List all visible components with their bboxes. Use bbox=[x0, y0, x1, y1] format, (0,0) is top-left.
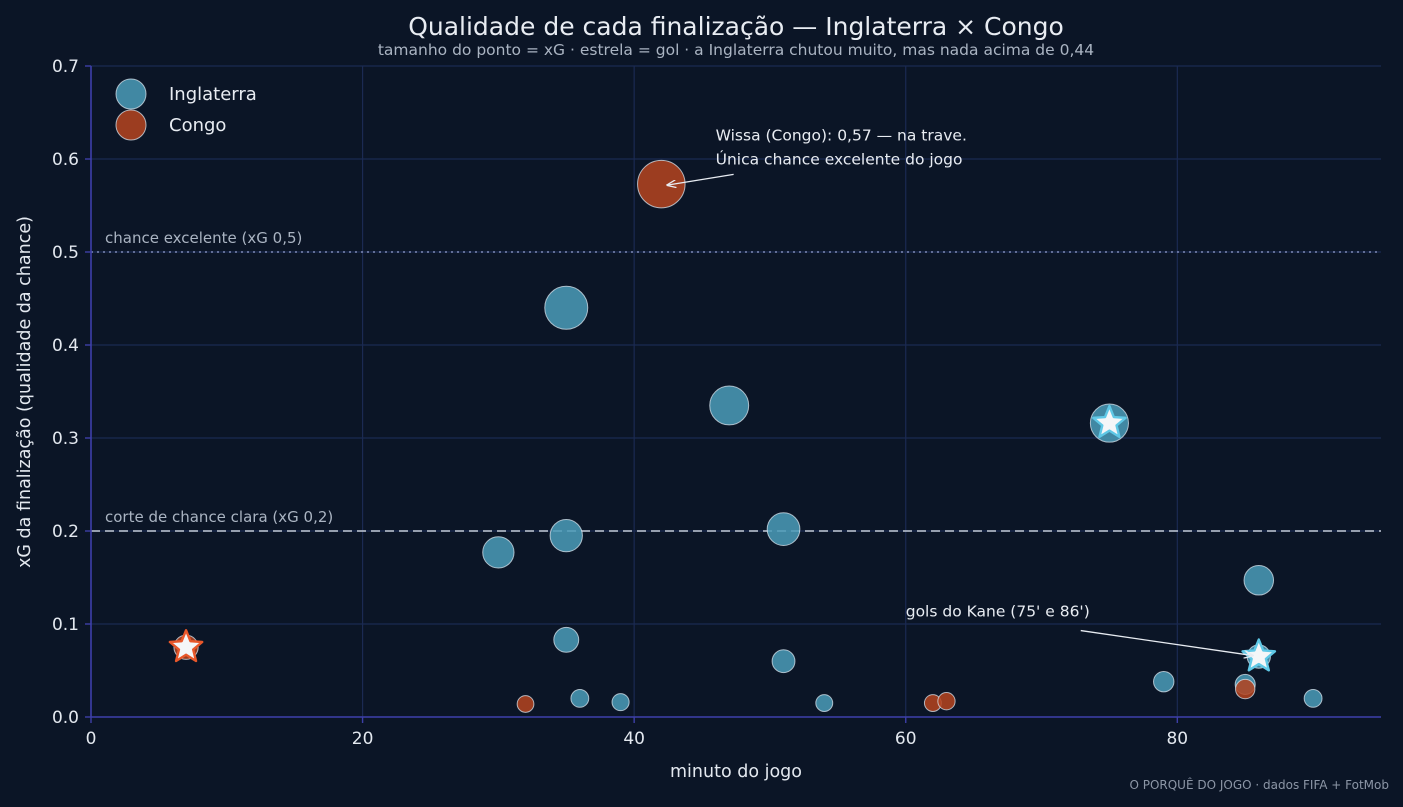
point-inglaterra-4 bbox=[570, 688, 590, 708]
annotation-arrow-1 bbox=[1080, 629, 1253, 656]
point-inglaterra-13 bbox=[1243, 565, 1275, 596]
point-inglaterra-1 bbox=[544, 285, 589, 330]
x-tick-label-3: 60 bbox=[895, 729, 917, 749]
point-marker bbox=[766, 512, 801, 546]
point-inglaterra-5 bbox=[611, 693, 630, 712]
point-inglaterra-7 bbox=[766, 512, 801, 546]
chart-title: Qualidade de cada finalização — Inglater… bbox=[408, 12, 1064, 41]
y-tick-label-5: 0.5 bbox=[52, 243, 79, 263]
reference-lines: chance excelente (xG 0,5) corte de chance… bbox=[91, 229, 1381, 532]
point-inglaterra-6 bbox=[709, 385, 750, 426]
point-marker bbox=[815, 694, 834, 713]
point-inglaterra-2 bbox=[549, 518, 583, 553]
y-tick-label-6: 0.6 bbox=[52, 150, 79, 170]
point-marker bbox=[549, 518, 583, 553]
point-inglaterra-8 bbox=[771, 649, 796, 674]
point-congo-0 bbox=[168, 629, 204, 663]
point-inglaterra-0 bbox=[482, 536, 515, 569]
legend-label-1: Congo bbox=[169, 115, 226, 136]
y-tick-label-7: 0.7 bbox=[52, 57, 79, 77]
y-tick-label-0: 0.0 bbox=[52, 708, 79, 728]
point-inglaterra-10 bbox=[1089, 403, 1129, 443]
annotations: Wissa (Congo): 0,57 — na trave. Única cha… bbox=[667, 126, 1252, 655]
point-marker bbox=[637, 159, 686, 209]
x-tick-label-2: 40 bbox=[623, 729, 645, 749]
x-tick-label-4: 80 bbox=[1166, 729, 1188, 749]
legend-marker-1 bbox=[115, 109, 147, 141]
y-tick-label-1: 0.1 bbox=[52, 615, 79, 635]
reference-line-label-0: chance excelente (xG 0,5) bbox=[105, 229, 302, 247]
legend-marker-0 bbox=[115, 78, 147, 110]
axes: 0 20 40 60 80 0.0 0.1 0.2 0.3 0.4 0.5 0.6 0.7 bbox=[52, 57, 1381, 749]
goal-star-icon bbox=[168, 629, 204, 663]
point-inglaterra-3 bbox=[553, 626, 580, 653]
y-tick-label-2: 0.2 bbox=[52, 522, 79, 542]
legend-label-0: Inglaterra bbox=[169, 84, 257, 105]
annotation-text-0-1: Única chance excelente do jogo bbox=[716, 149, 963, 168]
point-inglaterra-9 bbox=[815, 694, 834, 713]
point-marker bbox=[771, 649, 796, 674]
goal-star-icon bbox=[1092, 404, 1127, 439]
chart-subtitle: tamanho do ponto = xG · estrela = gol · … bbox=[378, 41, 1094, 59]
y-axis-label: xG da finalização (qualidade da chance) bbox=[15, 216, 35, 568]
point-congo-1 bbox=[516, 695, 535, 713]
x-axis-label: minuto do jogo bbox=[670, 762, 802, 782]
reference-line-label-1: corte de chance clara (xG 0,2) bbox=[105, 508, 333, 526]
point-marker bbox=[570, 688, 590, 708]
x-tick-label-0: 0 bbox=[86, 729, 97, 749]
point-marker bbox=[709, 385, 750, 426]
point-congo-4 bbox=[937, 692, 956, 711]
point-marker bbox=[1153, 670, 1175, 693]
point-marker bbox=[1303, 688, 1323, 708]
point-marker bbox=[544, 285, 589, 330]
annotation-arrow-0 bbox=[667, 173, 734, 185]
point-marker bbox=[1235, 678, 1256, 700]
legend: Inglaterra Congo bbox=[115, 78, 257, 141]
y-tick-label-3: 0.3 bbox=[52, 429, 79, 449]
point-marker bbox=[611, 693, 630, 712]
y-tick-label-4: 0.4 bbox=[52, 336, 79, 356]
point-congo-2 bbox=[637, 159, 686, 209]
point-marker bbox=[516, 695, 535, 713]
point-marker bbox=[553, 626, 580, 653]
point-marker bbox=[937, 692, 956, 711]
source-credit: O PORQUÊ DO JOGO · dados FIFA + FotMob bbox=[1129, 777, 1389, 792]
point-congo-5 bbox=[1235, 678, 1256, 700]
annotation-text-1-0: gols do Kane (75' e 86') bbox=[906, 603, 1090, 621]
point-inglaterra-15 bbox=[1303, 688, 1323, 708]
point-inglaterra-11 bbox=[1153, 670, 1175, 693]
point-marker bbox=[1243, 565, 1275, 596]
annotation-text-0-0: Wissa (Congo): 0,57 — na trave. bbox=[716, 126, 967, 144]
x-tick-label-1: 20 bbox=[352, 729, 374, 749]
point-marker bbox=[482, 536, 515, 569]
